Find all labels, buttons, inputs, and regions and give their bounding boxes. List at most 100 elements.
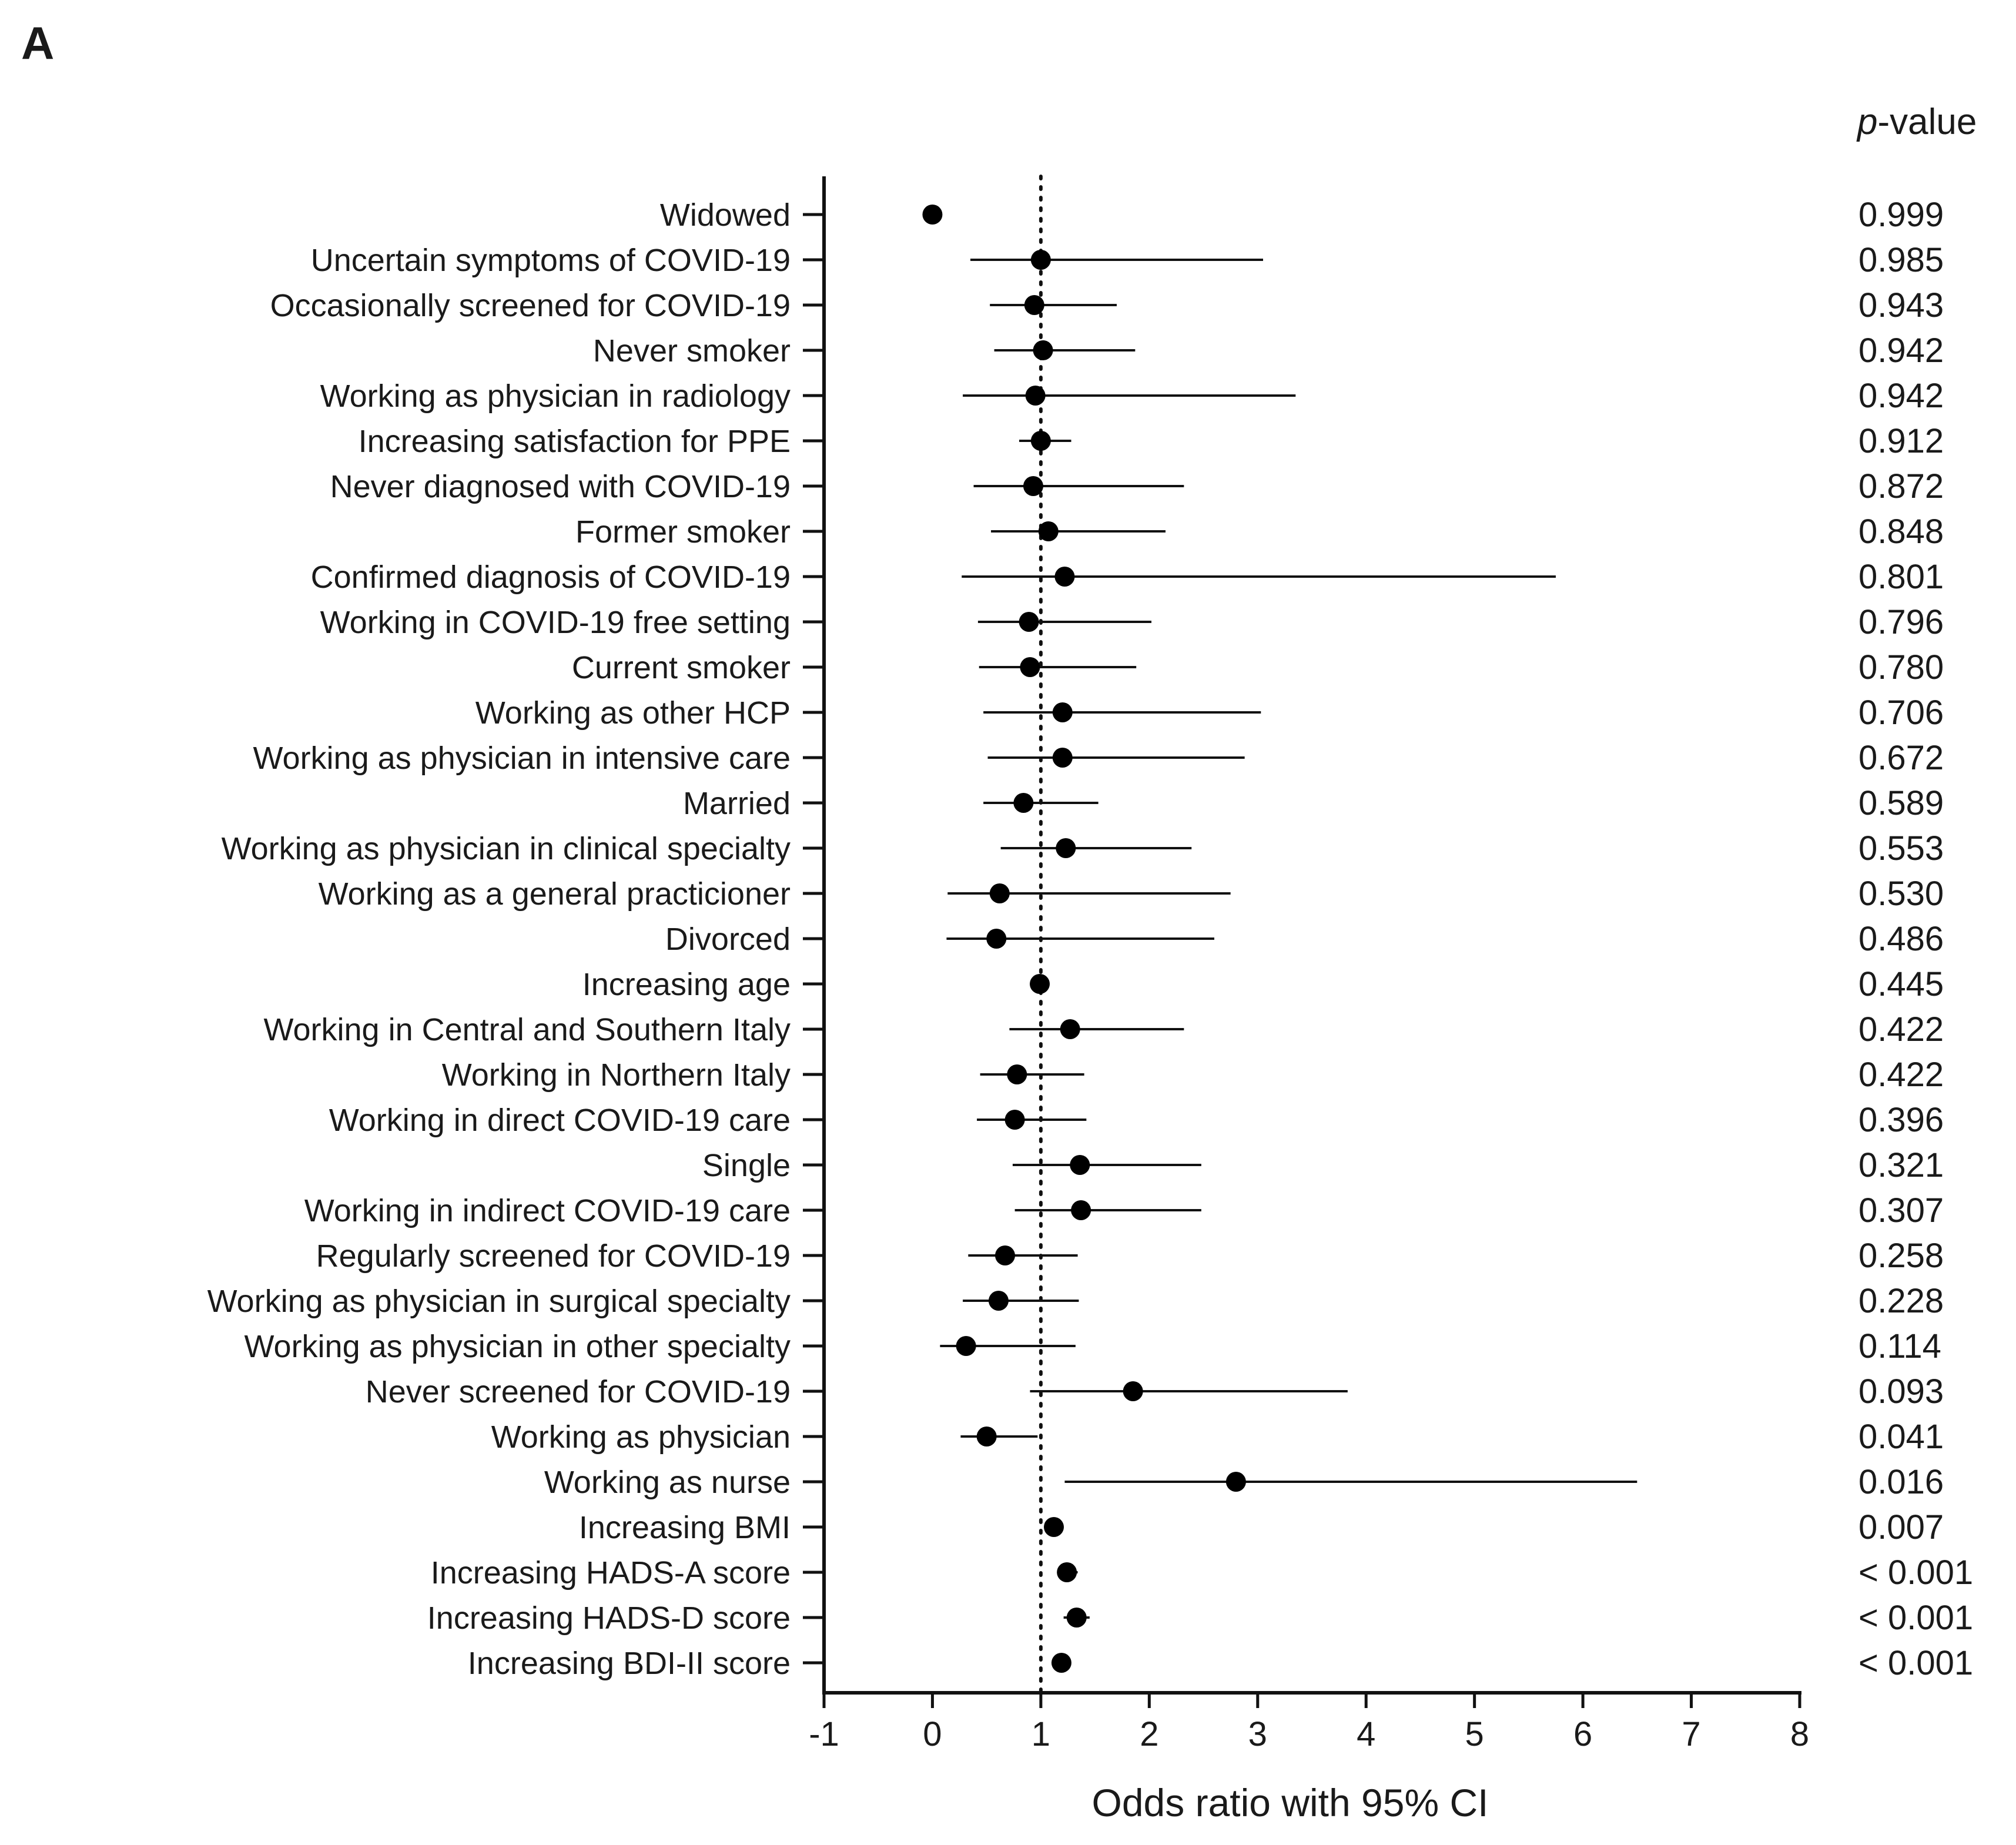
p-value-header: p-value — [1856, 102, 1977, 142]
p-value: 0.943 — [1858, 286, 1944, 324]
p-value-header-italic: p — [1856, 102, 1877, 142]
row-label: Uncertain symptoms of COVID-19 — [311, 243, 791, 278]
p-value: 0.258 — [1858, 1237, 1944, 1275]
odds-ratio-point — [1052, 748, 1073, 768]
p-value: 0.445 — [1858, 965, 1944, 1003]
p-value: 0.796 — [1858, 603, 1944, 641]
x-tick-label: 7 — [1682, 1715, 1700, 1753]
odds-ratio-point — [1030, 250, 1051, 270]
row-label: Increasing BMI — [579, 1510, 791, 1545]
odds-ratio-point — [1051, 1653, 1071, 1673]
row-label: Occasionally screened for COVID-19 — [270, 288, 791, 323]
x-tick-label: 8 — [1790, 1715, 1809, 1753]
p-value: 0.801 — [1858, 558, 1944, 596]
x-tick-label: 3 — [1248, 1715, 1267, 1753]
p-value: 0.530 — [1858, 875, 1944, 913]
odds-ratio-point — [1052, 702, 1073, 722]
p-value: 0.942 — [1858, 377, 1944, 415]
odds-ratio-point — [1023, 476, 1043, 496]
p-value: 0.396 — [1858, 1101, 1944, 1139]
row-label: Never screened for COVID-19 — [366, 1374, 791, 1409]
odds-ratio-point — [1030, 974, 1050, 994]
odds-ratio-point — [1020, 657, 1040, 677]
row-label: Working as physician — [491, 1419, 791, 1455]
odds-ratio-point — [1225, 1472, 1246, 1492]
row-label: Regularly screened for COVID-19 — [316, 1238, 791, 1274]
x-axis-title: Odds ratio with 95% CI — [1092, 1781, 1489, 1824]
p-value: 0.999 — [1858, 196, 1944, 234]
odds-ratio-point — [1054, 567, 1075, 587]
plot-area: -1 0 1 2 3 4 5 6 7 8 Widowed 0.999 Uncertain symptom… — [207, 175, 1973, 1753]
row-label: Former smoker — [575, 514, 791, 550]
row-label: Working as physician in radiology — [320, 379, 791, 414]
p-value: < 0.001 — [1858, 1553, 1973, 1592]
odds-ratio-point — [1123, 1381, 1143, 1401]
p-value: < 0.001 — [1858, 1599, 1973, 1637]
odds-ratio-point — [989, 883, 1010, 903]
p-value: 0.553 — [1858, 829, 1944, 868]
p-value: 0.985 — [1858, 241, 1944, 279]
row-label: Confirmed diagnosis of COVID-19 — [311, 560, 791, 595]
row-label: Working in COVID-19 free setting — [320, 605, 791, 640]
p-value: 0.912 — [1858, 422, 1944, 460]
p-value: 0.321 — [1858, 1146, 1944, 1184]
x-tick-label: -1 — [809, 1715, 839, 1753]
row-label: Working as other HCP — [475, 695, 791, 731]
odds-ratio-point — [1013, 793, 1034, 813]
row-label: Increasing HADS-A score — [431, 1555, 791, 1590]
p-value: 0.093 — [1858, 1372, 1944, 1411]
row-label: Working as nurse — [544, 1465, 791, 1500]
p-value: 0.422 — [1858, 1056, 1944, 1094]
p-value: 0.872 — [1858, 467, 1944, 505]
odds-ratio-point — [1033, 340, 1053, 360]
x-tick-label: 5 — [1465, 1715, 1484, 1753]
p-value: 0.942 — [1858, 332, 1944, 370]
odds-ratio-point — [1056, 838, 1076, 858]
row-label: Working in direct COVID-19 care — [329, 1103, 791, 1138]
row-label: Divorced — [665, 922, 791, 957]
row-label: Working in Northern Italy — [442, 1057, 791, 1093]
x-tick-label: 6 — [1573, 1715, 1592, 1753]
p-value: 0.007 — [1858, 1508, 1944, 1546]
row-label: Working as physician in clinical special… — [222, 831, 791, 866]
row-label: Increasing BDI-II score — [468, 1646, 791, 1681]
odds-ratio-point — [1004, 1110, 1025, 1130]
x-tick-label: 2 — [1140, 1715, 1158, 1753]
row-label: Working as physician in surgical special… — [207, 1284, 791, 1319]
p-value: 0.016 — [1858, 1463, 1944, 1501]
row-label: Married — [683, 786, 791, 821]
odds-ratio-point — [1060, 1019, 1080, 1039]
odds-ratio-point — [1071, 1200, 1091, 1220]
odds-ratio-point — [1024, 295, 1044, 315]
p-value-header-rest: -value — [1877, 102, 1977, 142]
row-label: Working as physician in other specialty — [245, 1329, 791, 1364]
x-tick-label: 4 — [1357, 1715, 1375, 1753]
row-label: Single — [702, 1148, 791, 1183]
odds-ratio-point — [956, 1336, 976, 1356]
odds-ratio-point — [986, 929, 1007, 949]
row-label: Widowed — [660, 197, 791, 233]
x-tick-label: 0 — [923, 1715, 942, 1753]
row-label: Never smoker — [593, 333, 791, 369]
p-value: 0.848 — [1858, 513, 1944, 551]
row-label: Never diagnosed with COVID-19 — [330, 469, 791, 504]
p-value: 0.486 — [1858, 920, 1944, 958]
odds-ratio-point — [1070, 1155, 1090, 1175]
row-label: Increasing age — [582, 967, 791, 1002]
p-value: 0.307 — [1858, 1191, 1944, 1230]
row-label: Current smoker — [572, 650, 791, 685]
p-value: 0.228 — [1858, 1282, 1944, 1320]
odds-ratio-point — [1025, 386, 1046, 406]
p-value: 0.589 — [1858, 784, 1944, 822]
row-label: Working as physician in intensive care — [253, 741, 791, 776]
odds-ratio-point — [922, 205, 943, 225]
odds-ratio-point — [1057, 1562, 1077, 1582]
p-value: 0.672 — [1858, 739, 1944, 777]
p-value: 0.114 — [1858, 1327, 1941, 1365]
x-tick-label: 1 — [1032, 1715, 1050, 1753]
panel-label: A — [21, 17, 54, 69]
odds-ratio-point — [1066, 1608, 1087, 1628]
odds-ratio-point — [1044, 1517, 1064, 1537]
odds-ratio-point — [1038, 521, 1059, 541]
